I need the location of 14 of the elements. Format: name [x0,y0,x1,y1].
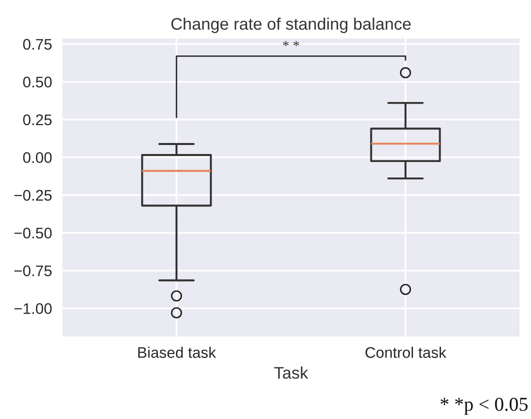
y-tick-label: 0.75 [23,38,52,50]
chart-title: Change rate of standing balance [171,18,411,34]
y-tick-label: −0.75 [14,265,52,276]
y-tick-label: 0.50 [23,76,52,88]
x-tick-label: Control task [366,346,446,358]
x-tick-label: Biased task [138,346,216,358]
y-tick-label: 0.25 [23,114,52,126]
y-tick-label: 0.00 [23,152,52,163]
x-axis-title: Task [274,366,308,379]
y-tick-label: −1.00 [14,303,52,314]
y-tick-label: −0.25 [14,190,52,201]
y-tick-label: −0.50 [14,228,52,238]
annotation: * * [283,41,300,46]
text: * *p < 0.05 [440,398,528,415]
